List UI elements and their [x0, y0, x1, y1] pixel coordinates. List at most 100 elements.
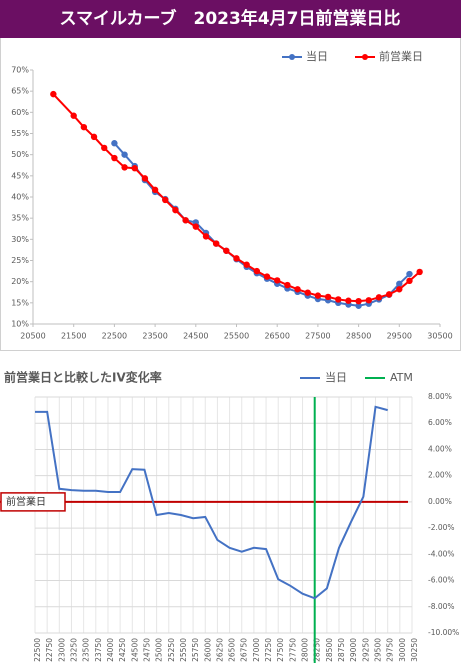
y-tick-label: 2.00%	[428, 471, 452, 480]
y-tick-label: 65%	[11, 87, 29, 96]
data-point	[294, 286, 301, 293]
x-tick-label: 29250	[361, 638, 370, 662]
x-tick-label: 27500	[276, 638, 285, 662]
x-tick-label: 30500	[427, 332, 452, 341]
x-tick-label: 27250	[264, 638, 273, 662]
legend-marker	[289, 54, 295, 60]
y-tick-label: 6.00%	[428, 418, 452, 427]
data-point	[70, 112, 77, 119]
data-point	[233, 255, 240, 262]
y-tick-label: -4.00%	[428, 549, 455, 558]
y-tick-label: 55%	[11, 129, 29, 138]
x-tick-label: 24000	[106, 638, 115, 662]
x-tick-label: 25250	[167, 638, 176, 662]
top-panel	[0, 0, 461, 351]
series-line	[35, 405, 388, 600]
x-tick-label: 24500	[183, 332, 208, 341]
data-point	[243, 261, 250, 268]
data-point	[263, 273, 271, 280]
y-tick-label: 60%	[11, 108, 29, 117]
x-tick-label: 29000	[349, 638, 358, 662]
y-tick-label: -8.00%	[428, 602, 455, 611]
data-point	[375, 294, 383, 301]
x-tick-label: 30250	[410, 638, 419, 662]
data-point	[406, 277, 413, 285]
data-point	[335, 296, 342, 303]
data-point	[151, 186, 159, 194]
data-point	[121, 151, 128, 158]
data-point	[284, 281, 291, 289]
x-tick-label: 29500	[387, 332, 412, 341]
y-tick-label: 0.00%	[428, 497, 452, 506]
data-point	[253, 267, 261, 275]
y-tick-label: 45%	[11, 171, 29, 180]
data-point	[192, 223, 199, 230]
x-tick-label: 24500	[130, 638, 139, 662]
x-tick-label: 26500	[264, 332, 289, 341]
data-point	[324, 293, 332, 301]
x-tick-label: 26250	[215, 638, 224, 662]
x-tick-label: 24750	[142, 638, 151, 662]
data-point	[406, 270, 413, 278]
data-point	[274, 277, 281, 284]
x-tick-label: 30000	[398, 638, 407, 662]
x-tick-label: 23750	[94, 638, 103, 662]
data-point	[416, 268, 423, 276]
x-tick-label: 25500	[179, 638, 188, 662]
data-point	[202, 233, 210, 240]
data-point	[80, 123, 88, 131]
legend-label: 前営業日	[379, 49, 423, 63]
y-tick-label: 10%	[11, 320, 29, 329]
banner	[0, 0, 461, 38]
x-tick-label: 28250	[313, 638, 322, 662]
data-point	[355, 302, 362, 309]
y-tick-label: -6.00%	[428, 576, 455, 585]
x-tick-label: 20500	[20, 332, 45, 341]
data-point	[162, 196, 169, 204]
data-point	[314, 292, 322, 299]
x-tick-label: 22500	[33, 638, 42, 662]
x-tick-label: 25750	[191, 638, 200, 662]
data-point	[121, 164, 128, 171]
data-point	[182, 217, 189, 224]
x-tick-label: 28750	[337, 638, 346, 662]
x-tick-label: 22750	[45, 638, 54, 662]
legend-marker	[362, 54, 368, 60]
data-point	[111, 140, 118, 147]
legend-label: 当日	[306, 49, 328, 63]
y-tick-label: 35%	[11, 214, 29, 223]
y-tick-label: 50%	[11, 150, 29, 159]
y-tick-label: 25%	[11, 256, 29, 265]
y-tick-label: 20%	[11, 277, 29, 286]
legend-label: 当日	[325, 370, 347, 384]
x-tick-label: 27750	[288, 638, 297, 662]
data-point	[172, 206, 179, 214]
chart-title: 前営業日と比較したIV変化率	[4, 370, 162, 385]
x-tick-label: 26750	[240, 638, 249, 662]
data-point	[396, 280, 403, 287]
x-tick-label: 29500	[374, 638, 383, 662]
y-tick-label: -2.00%	[428, 523, 455, 532]
x-tick-label: 29750	[386, 638, 395, 662]
x-tick-label: 24250	[118, 638, 127, 662]
x-tick-label: 28000	[301, 638, 310, 662]
x-tick-label: 22500	[102, 332, 127, 341]
y-tick-label: 8.00%	[428, 392, 452, 401]
x-tick-label: 23500	[142, 332, 167, 341]
x-tick-label: 27500	[305, 332, 330, 341]
x-tick-label: 25500	[224, 332, 249, 341]
x-tick-label: 25000	[155, 638, 164, 662]
y-tick-label: -10.00%	[428, 628, 459, 637]
x-tick-label: 23500	[82, 638, 91, 662]
reference-label: 前営業日	[6, 495, 46, 508]
data-point	[212, 240, 220, 247]
x-tick-label: 26500	[228, 638, 237, 662]
data-point	[396, 286, 403, 293]
data-point	[131, 165, 138, 172]
data-point	[101, 144, 108, 152]
data-point	[223, 247, 230, 254]
legend-label: ATM	[390, 371, 413, 384]
data-point	[304, 289, 311, 296]
data-point	[345, 297, 352, 304]
